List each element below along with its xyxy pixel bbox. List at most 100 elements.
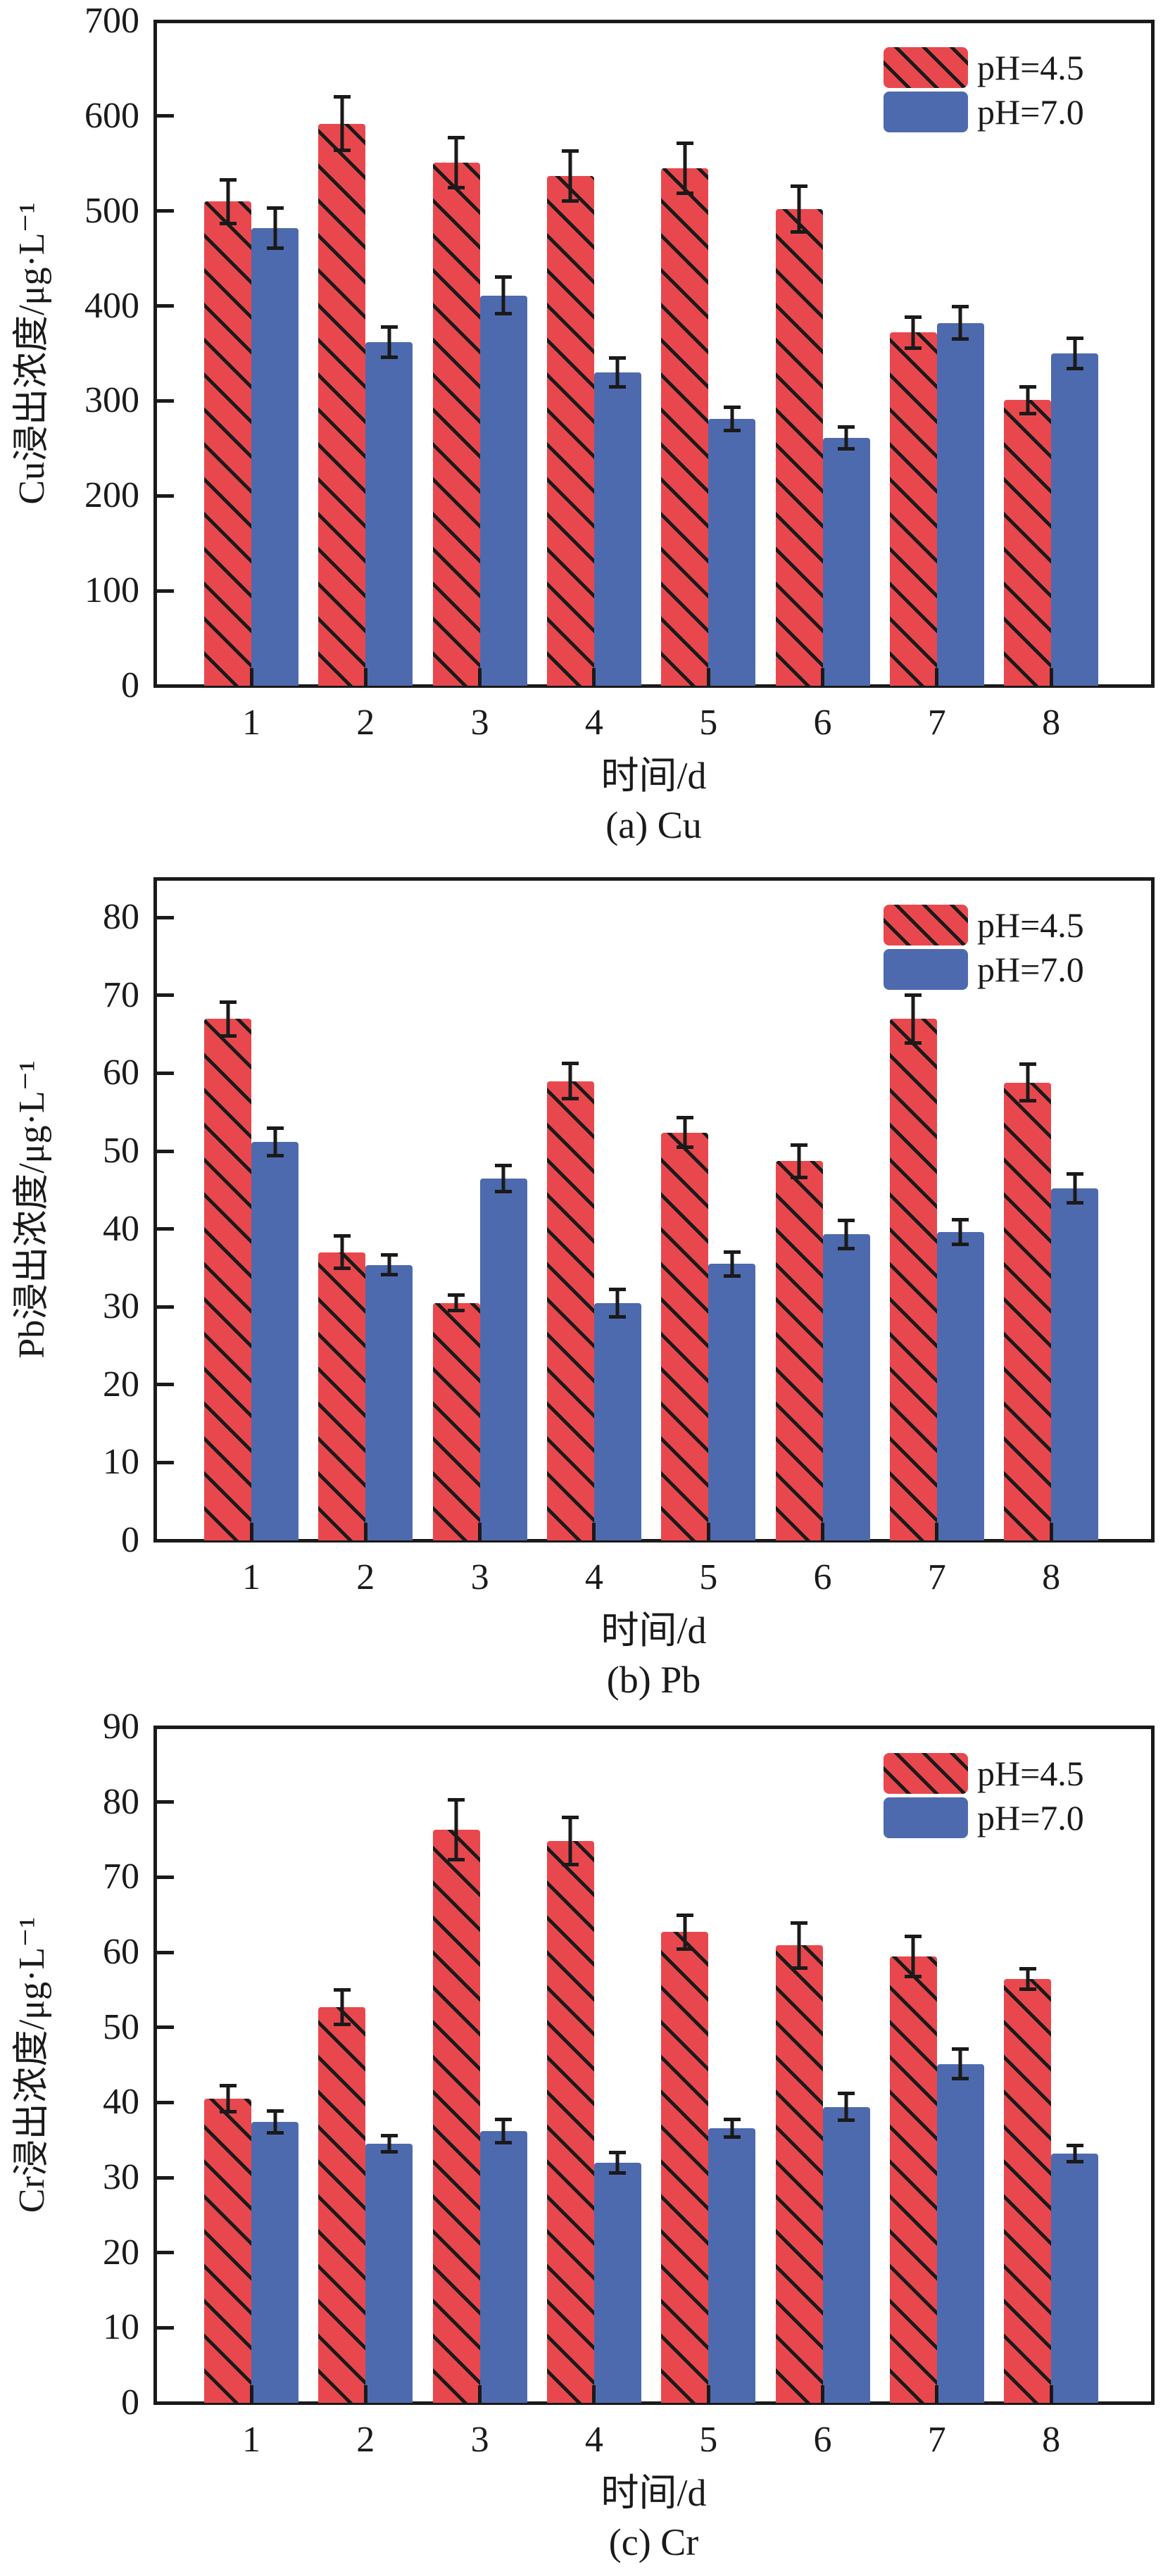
error-bar-ph70-day5 [723, 2117, 741, 2139]
error-bar-ph70-day8 [1066, 2144, 1083, 2163]
y-tick [156, 2325, 174, 2330]
bar-ph45-day6 [775, 1945, 823, 2403]
y-tick-label: 700 [84, 1, 139, 41]
legend-label-ph70: pH=7.0 [977, 92, 1084, 132]
x-axis-title: 时间/d [601, 1609, 707, 1652]
error-bar-stem [797, 1147, 801, 1176]
x-tick-label: 2 [356, 703, 375, 743]
error-bar-ph45-day6 [791, 1921, 807, 1970]
y-tick [156, 1950, 174, 1954]
bar-ph70-day4 [593, 1302, 641, 1540]
error-bar-ph70-day3 [495, 275, 513, 316]
y-axis-title: Cr浸出浓度/μg·L⁻¹ [12, 1916, 52, 2213]
error-bar-ph45-day6 [791, 184, 807, 234]
y-tick-label: 50 [103, 1131, 139, 1171]
x-tick-label: 1 [242, 1557, 260, 1597]
bar-ph70-day7 [936, 322, 984, 686]
legend-swatch-ph45 [884, 47, 968, 88]
error-bar-ph45-day3 [448, 1293, 465, 1312]
error-bar-stem [1073, 1175, 1077, 1202]
error-bar-stem [387, 328, 391, 356]
x-tick [592, 1523, 596, 1540]
x-tick-label: 3 [470, 703, 489, 743]
x-tick [821, 2385, 824, 2403]
y-tick-label: 40 [103, 1208, 139, 1249]
legend-swatch-ph45 [884, 1753, 968, 1794]
error-bar-stem [387, 1256, 391, 1274]
error-bar-ph70-day7 [952, 2047, 969, 2081]
bar-ph70-day5 [708, 1264, 756, 1540]
y-tick-label: 90 [103, 1707, 139, 1747]
x-tick [1049, 1523, 1053, 1540]
error-bar-stem [273, 1129, 277, 1154]
bar-ph45-day6 [775, 209, 823, 686]
x-tick-label: 4 [584, 1557, 603, 1597]
panel-caption: (b) Pb [606, 1659, 701, 1701]
x-tick [706, 668, 710, 686]
error-bar-stem [1073, 2147, 1077, 2160]
error-bar-ph70-day2 [380, 2134, 398, 2154]
panel-b-pb: 0 10 20 30 40 50 60 70 80 1 2 3 4 5 6 7 8 pH=4.5 pH=7.0 Pb浸… [0, 875, 1163, 1725]
bar-ph45-day7 [889, 1956, 937, 2403]
x-tick-label: 4 [584, 2420, 603, 2460]
y-tick [156, 2251, 174, 2255]
error-bar-stem [730, 409, 734, 429]
y-tick-label: 200 [84, 475, 139, 516]
x-tick-label: 7 [927, 2420, 946, 2460]
x-tick-label: 3 [470, 2420, 489, 2460]
panel-c-cr: 0 10 20 30 40 50 60 70 80 90 1 2 3 4 5 6 7 8 pH=4.5 pH=7.0 C… [0, 1709, 1163, 2576]
legend-swatch-ph70 [884, 949, 968, 990]
bar-ph70-day8 [1051, 2153, 1099, 2403]
x-tick [935, 668, 939, 686]
bar-ph70-day5 [708, 2128, 756, 2403]
y-tick-label: 60 [103, 1053, 139, 1093]
bar-ph70-day3 [479, 1178, 527, 1540]
bar-ph45-day2 [318, 123, 366, 686]
error-bar-ph45-day7 [905, 993, 922, 1045]
y-axis-title: Pb浸出浓度/μg·L⁻¹ [12, 1060, 52, 1359]
x-tick-label: 7 [927, 703, 946, 743]
error-bar-stem [911, 1938, 915, 1975]
y-tick-label: 30 [103, 1286, 139, 1327]
bar-ph70-day6 [822, 1234, 870, 1540]
x-tick-label: 8 [1042, 2420, 1061, 2460]
x-tick-label: 2 [356, 2420, 375, 2460]
error-bar-ph70-day1 [266, 2109, 284, 2135]
bar-ph45-day1 [204, 201, 251, 686]
x-axis-title: 时间/d [601, 755, 707, 797]
bar-ph45-day6 [775, 1161, 823, 1540]
error-bar-stem [911, 319, 915, 346]
x-tick-label: 6 [813, 1557, 832, 1597]
x-tick-label: 7 [927, 1557, 946, 1597]
error-bar-ph70-day4 [609, 2150, 627, 2175]
x-tick [821, 668, 824, 686]
bar-ph45-day4 [546, 1081, 594, 1540]
error-bar-ph70-day7 [952, 1218, 969, 1246]
x-tick-label: 5 [699, 2420, 718, 2460]
error-bar-ph70-day6 [838, 425, 855, 451]
error-bar-stem [340, 99, 344, 149]
error-bar-ph70-day3 [495, 2117, 513, 2145]
error-bar-stem [683, 1119, 687, 1145]
y-tick [156, 589, 174, 593]
x-tick-label: 6 [813, 2420, 832, 2460]
error-bar-ph70-day8 [1066, 336, 1083, 371]
error-bar-ph45-day2 [333, 1988, 351, 2026]
x-tick-label: 6 [813, 703, 832, 743]
y-tick [156, 1149, 174, 1153]
error-bar-stem [615, 2154, 620, 2171]
y-tick-label: 100 [84, 570, 139, 611]
bar-ph70-day5 [708, 419, 756, 686]
error-bar-stem [568, 153, 572, 199]
error-bar-stem [340, 1238, 344, 1267]
error-bar-stem [454, 1802, 458, 1858]
error-bar-ph45-day4 [562, 1061, 579, 1101]
panel-caption: (a) Cu [605, 804, 702, 846]
y-tick [156, 1875, 174, 1879]
error-bar-stem [273, 2112, 277, 2132]
bar-ph45-day4 [546, 1841, 594, 2403]
y-tick-label: 0 [121, 1520, 139, 1560]
y-tick-label: 0 [121, 2382, 139, 2423]
error-bar-ph45-day8 [1019, 384, 1036, 415]
